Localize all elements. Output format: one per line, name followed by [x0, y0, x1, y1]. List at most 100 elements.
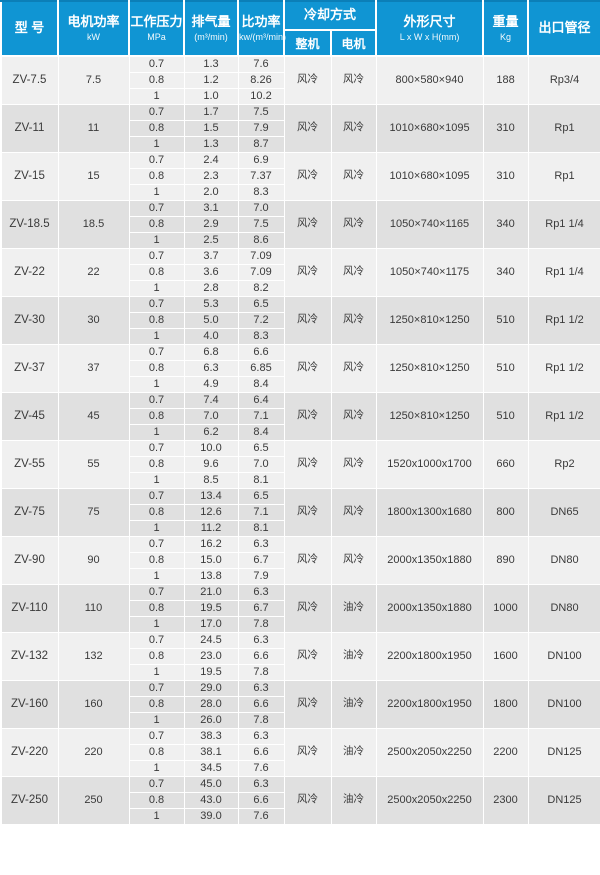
dimensions-cell: 1250×810×1250: [375, 295, 484, 345]
col-header-specific-power: 比功率 kw/(m³/min): [237, 0, 286, 57]
col-header-weight: 重量 Kg: [482, 0, 530, 57]
pressure-cell: 0.7: [128, 679, 185, 697]
table-row: 0.8 1.5 7.9: [1, 119, 600, 137]
displacement-cell: 1.3: [183, 55, 239, 73]
specific-power-cell: 6.6: [237, 791, 285, 809]
model-cell: ZV-160: [0, 679, 59, 729]
displacement-cell: 12.6: [183, 503, 239, 521]
weight-cell: 310: [482, 151, 529, 201]
pressure-cell: 1: [128, 519, 185, 537]
power-cell: 11: [57, 103, 130, 153]
pressure-cell: 0.8: [128, 455, 185, 473]
specific-power-cell: 7.09: [237, 247, 285, 265]
cooling-motor-cell: 油冷: [330, 583, 377, 633]
pressure-cell: 1: [128, 327, 185, 345]
pressure-cell: 0.8: [128, 743, 185, 761]
table-row: 1 17.0 7.8: [1, 615, 600, 633]
specific-power-cell: 10.2: [237, 87, 285, 105]
cooling-motor-cell: 风冷: [330, 343, 377, 393]
power-cell: 110: [57, 583, 130, 633]
pressure-cell: 0.8: [128, 503, 185, 521]
power-cell: 7.5: [57, 55, 130, 105]
displacement-cell: 39.0: [183, 807, 239, 825]
specific-power-cell: 6.3: [237, 631, 285, 649]
displacement-cell: 2.3: [183, 167, 239, 185]
spec-sheet: 型 号 电机功率 kW 工作压力 MPa 排气量 (m³/min) 比功率 kw…: [0, 0, 600, 825]
table-row: 1 8.5 8.1: [1, 471, 600, 489]
pressure-cell: 0.7: [128, 487, 185, 505]
table-row: ZV-160 160 0.7 29.0 6.3 风冷 油冷 2200x1800x1950 180…: [0, 679, 600, 729]
pressure-cell: 0.7: [128, 151, 185, 169]
table-row: 1 2.8 8.2: [1, 279, 600, 297]
model-cell: ZV-110: [0, 583, 59, 633]
cooling-whole-cell: 风冷: [283, 583, 332, 633]
weight-cell: 2300: [482, 775, 529, 825]
model-cell: ZV-90: [0, 535, 59, 585]
pressure-cell: 0.8: [128, 71, 185, 89]
specific-power-cell: 6.3: [237, 583, 285, 601]
col-header-pressure: 工作压力 MPa: [128, 0, 185, 57]
displacement-cell: 6.2: [183, 423, 239, 441]
displacement-cell: 2.4: [183, 151, 239, 169]
outlet-cell: DN80: [527, 535, 600, 585]
pressure-cell: 0.8: [128, 119, 185, 137]
col-header-model-label: 型 号: [14, 20, 45, 36]
table-row: 0.8 3.6 7.09: [1, 263, 600, 281]
displacement-cell: 6.8: [183, 343, 239, 361]
weight-cell: 340: [482, 199, 529, 249]
pressure-cell: 1: [128, 567, 185, 585]
power-cell: 132: [57, 631, 130, 681]
pressure-cell: 0.8: [128, 311, 185, 329]
table-row: 0.8 7.0 7.1: [1, 407, 600, 425]
weight-cell: 2200: [482, 727, 529, 777]
displacement-cell: 13.8: [183, 567, 239, 585]
outlet-cell: Rp1 1/2: [527, 343, 600, 393]
specific-power-cell: 8.3: [237, 327, 285, 345]
displacement-cell: 2.9: [183, 215, 239, 233]
outlet-cell: Rp1 1/4: [527, 199, 600, 249]
specific-power-cell: 8.1: [237, 519, 285, 537]
dimensions-cell: 1010×680×1095: [375, 151, 484, 201]
table-row: 1 4.9 8.4: [1, 375, 600, 393]
outlet-cell: DN100: [527, 631, 600, 681]
cooling-motor-cell: 风冷: [330, 55, 377, 105]
model-cell: ZV-37: [0, 343, 59, 393]
table-row: 0.8 23.0 6.6: [1, 647, 600, 665]
model-cell: ZV-15: [0, 151, 59, 201]
col-header-cooling-whole: 整机: [283, 29, 332, 57]
displacement-cell: 5.0: [183, 311, 239, 329]
pressure-cell: 0.7: [128, 727, 185, 745]
displacement-cell: 7.4: [183, 391, 239, 409]
displacement-cell: 28.0: [183, 695, 239, 713]
table-row: ZV-37 37 0.7 6.8 6.6 风冷 风冷 1250×810×1250 510 Rp1 …: [0, 343, 600, 393]
dimensions-cell: 1520x1000x1700: [375, 439, 484, 489]
cooling-whole-cell: 风冷: [283, 151, 332, 201]
table-row: 0.8 12.6 7.1: [1, 503, 600, 521]
displacement-cell: 1.2: [183, 71, 239, 89]
weight-cell: 1800: [482, 679, 529, 729]
col-header-cooling-motor: 电机: [329, 29, 378, 57]
outlet-cell: DN125: [527, 727, 600, 777]
displacement-cell: 2.0: [183, 183, 239, 201]
specific-power-cell: 8.3: [237, 183, 285, 201]
pressure-cell: 0.7: [128, 247, 185, 265]
displacement-cell: 8.5: [183, 471, 239, 489]
cooling-whole-cell: 风冷: [283, 343, 332, 393]
specific-power-cell: 8.1: [237, 471, 285, 489]
power-cell: 45: [57, 391, 130, 441]
table-row: 0.8 2.3 7.37: [1, 167, 600, 185]
outlet-cell: DN80: [527, 583, 600, 633]
cooling-motor-cell: 风冷: [330, 199, 377, 249]
specific-power-cell: 6.7: [237, 599, 285, 617]
displacement-cell: 38.3: [183, 727, 239, 745]
pressure-cell: 1: [128, 471, 185, 489]
pressure-cell: 1: [128, 423, 185, 441]
col-header-model: 型 号: [0, 0, 59, 57]
specific-power-cell: 7.6: [237, 55, 285, 73]
table-row: 0.8 5.0 7.2: [1, 311, 600, 329]
pressure-cell: 0.8: [128, 695, 185, 713]
outlet-cell: DN100: [527, 679, 600, 729]
table-row: ZV-7.5 7.5 0.7 1.3 7.6 风冷 风冷 800×580×940 188 Rp3/…: [0, 55, 600, 105]
displacement-cell: 16.2: [183, 535, 239, 553]
displacement-cell: 1.0: [183, 87, 239, 105]
